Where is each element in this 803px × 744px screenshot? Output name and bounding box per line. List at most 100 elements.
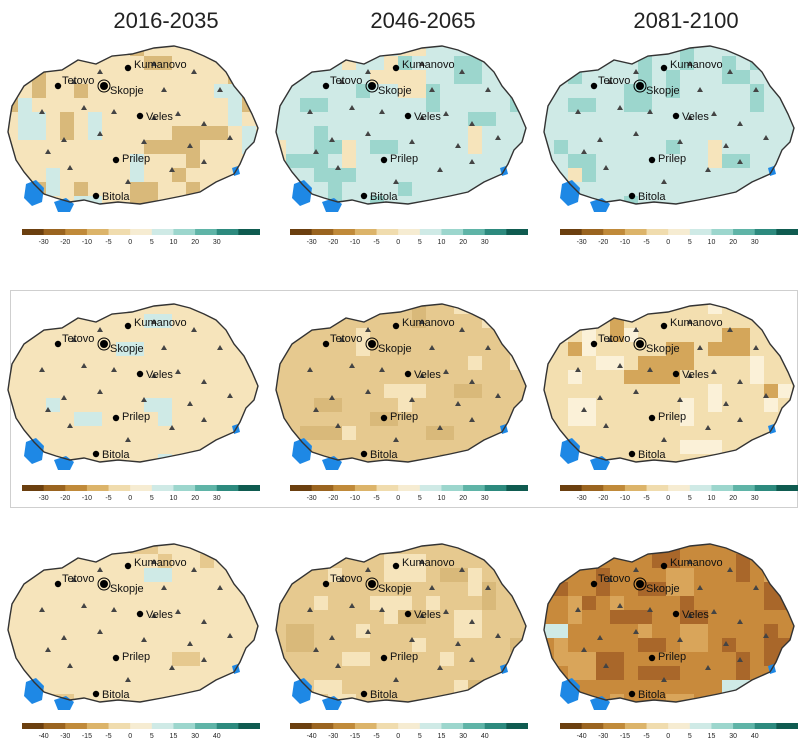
map-panel-r3-c2: Kumanovo Tetovo Skopje Veles Prilep Bitola [272,540,534,712]
colorbar-swatch [419,723,442,729]
colorbar-swatch [581,229,604,235]
city-label: Skopje [110,343,144,355]
colorbar-swatch [22,229,45,235]
country-border [275,303,527,463]
grid-cell [568,544,596,554]
station-triangle [97,567,103,572]
station-triangle [175,609,181,614]
grid-cell [510,342,526,370]
grid-cell [46,168,60,196]
city-label: Bitola [638,191,666,203]
city-label: Veles [414,609,441,621]
station-triangle [437,665,443,670]
colorbar-tick-label: -30 [577,495,587,502]
colorbar-r2-c1: -30 -20 -10 -5 0 5 10 20 30 [22,484,260,506]
grid-cell [144,140,172,154]
station-triangle [349,603,355,608]
city-ring [633,79,647,93]
city-dot [360,690,368,698]
station-triangle [455,401,461,406]
grid-cell [764,582,792,610]
grid-cell [694,440,722,454]
grid-cell [60,112,74,140]
colorbar-swatch [581,485,604,491]
grid-cell [652,666,680,680]
map-svg: Kumanovo Tetovo Skopje Veles Prilep Bitola [275,45,527,212]
colorbar-tick-label: -10 [350,239,360,246]
colorbar-swatch [333,485,356,491]
colorbar-tick-label: -5 [373,495,379,502]
colorbar-swatch [506,723,528,729]
grid-cell [596,568,610,596]
station-triangle [313,647,319,652]
city-label: Prilep [390,153,418,165]
colorbar-r2-c2: -30 -20 -10 -5 0 5 10 20 30 [290,484,528,506]
station-triangle [687,319,693,324]
grid-cell [454,384,482,398]
station-triangle [647,367,653,372]
station-triangle [581,407,587,412]
lake-ohrid [560,180,580,206]
station-triangle [469,379,475,384]
station-triangle [419,115,425,120]
colorbar-swatch [43,485,66,491]
colorbar-tick-label: 5 [418,733,422,740]
colorbar-swatch [754,723,777,729]
city-dot [672,610,680,618]
colorbar-swatch [441,723,464,729]
map-panel-r3-c3: Kumanovo Tetovo Skopje Veles Prilep Bitola [540,540,802,712]
colorbar-swatch [668,485,691,491]
colorbar-swatch [130,485,153,491]
grid-cell [116,342,144,356]
city-label: Tetovo [330,573,362,585]
colorbar-swatch [484,485,507,491]
station-triangle [339,577,345,582]
station-triangle [575,607,581,612]
grid-cell [722,70,750,84]
colorbar-swatch [398,723,421,729]
map-svg: Kumanovo Tetovo Skopje Veles Prilep Bitola [543,45,795,212]
city-dot [590,580,598,588]
grid-cell [314,140,342,154]
station-triangle [633,389,639,394]
colorbar-swatch [238,485,260,491]
colorbar-swatch [65,485,88,491]
station-triangle [71,79,77,84]
grid-cell [228,98,242,126]
colorbar-swatch [646,229,669,235]
grid-cells [544,304,794,462]
grid-cell [568,652,582,680]
map-panel-r2-c3: Kumanovo Tetovo Skopje Veles Prilep Bitola [540,300,802,472]
colorbar-tick-label: -20 [598,495,608,502]
station-triangle [187,641,193,646]
colorbar-tick-label: 15 [438,733,446,740]
colorbar-swatch [624,229,648,235]
colorbar-tick-label: -20 [598,239,608,246]
map-panel-r1-c2: Kumanovo Tetovo Skopje Veles Prilep Bitola [272,42,534,214]
grid-cell [568,370,582,384]
colorbar-tick-label: 30 [213,239,221,246]
grid-cell [286,624,314,652]
colorbar-tick-label: -20 [60,495,70,502]
colorbar-swatch [689,723,712,729]
grid-cell [88,112,102,140]
grid-cells [8,544,258,702]
station-triangle [125,677,131,682]
colorbar-tick-label: 40 [481,733,489,740]
grid-cell [666,694,694,702]
colorbar-swatch [151,229,174,235]
colorbar-tick-label: 20 [459,495,467,502]
grid-cell [596,652,610,666]
grid-cell [342,56,356,70]
grid-cell [286,304,314,314]
station-triangle [61,137,67,142]
grid-cell [74,196,102,204]
city-label: Skopje [110,85,144,97]
station-triangle [329,137,335,142]
station-triangle [459,327,465,332]
station-triangle [737,619,743,624]
grid-cell [314,426,342,440]
colorbar-swatch [86,229,110,235]
colorbar-tick-label: 30 [213,495,221,502]
grid-cell [314,98,328,112]
